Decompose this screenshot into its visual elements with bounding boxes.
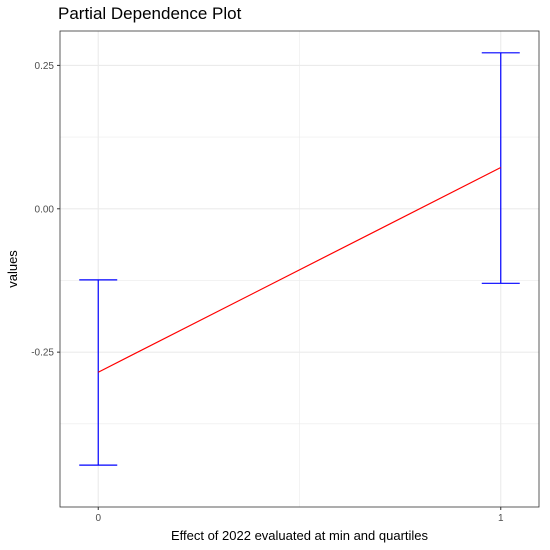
grid-layer <box>60 31 539 507</box>
x-tick-label: 1 <box>498 513 504 524</box>
x-axis-title: Effect of 2022 evaluated at min and quar… <box>171 528 429 543</box>
y-tick-label: 0.00 <box>35 204 55 215</box>
y-tick-label: -0.25 <box>31 348 54 359</box>
y-tick-label: 0.25 <box>35 61 55 72</box>
x-tick-label: 0 <box>95 513 101 524</box>
y-axis-title: values <box>5 250 20 288</box>
axis-layer: 0.25 0.00 -0.25 0 1 <box>31 61 504 524</box>
error-bar <box>79 280 117 465</box>
